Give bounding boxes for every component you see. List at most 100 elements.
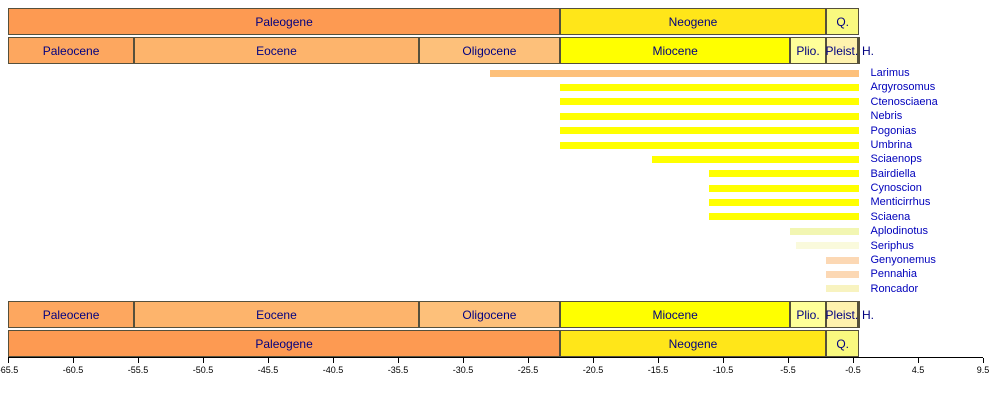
axis-tick-label: -0.5 [845,365,861,375]
axis-tick [8,358,9,363]
taxon-label: Umbrina [870,138,913,151]
axis-tick-label: -50.5 [192,365,214,375]
epoch-band-label: Plio. [796,307,820,322]
taxon-row-seriphus: Seriphus [0,239,1000,253]
epoch-band-miocene: Miocene [560,301,791,328]
axis-tick-label: -55.5 [127,365,149,375]
axis-tick-label: -20.5 [582,365,604,375]
period-band-label: Q. [836,14,849,29]
taxon-row-argyrosomus: Argyrosomus [0,80,1000,94]
epoch-band-label: Oligocene [462,307,517,322]
range-bar-aplodinotus [790,227,860,235]
epoch-band-label: Pleist. [825,43,859,58]
range-bar-argyrosomus [560,84,860,92]
axis-tick [203,358,204,363]
epoch-band-label: H. [861,307,874,322]
epoch-row-top: Paleocene Eocene Oligocene Miocene Plio. Plei… [0,37,1000,64]
taxon-label: Bairdiella [870,167,916,180]
range-bar-ctenosciaena [560,98,860,106]
range-bar-genyonemus [825,256,860,264]
taxon-row-genyonemus: Genyonemus [0,253,1000,267]
axis-tick [398,358,399,363]
axis-tick-label: -25.5 [517,365,539,375]
axis-tick-label: 4.5 [911,365,925,375]
epoch-band-label: Eocene [256,43,297,58]
period-band-q: Q. [825,8,860,35]
taxon-label: Cynoscion [870,182,922,194]
taxon-label: Larimus [870,67,910,79]
period-row-bottom: Paleogene Neogene Q. [0,330,1000,357]
period-row-top: Paleogene Neogene Q. [0,8,1000,35]
axis-tick [853,358,854,363]
taxon-row-nebris: Nebris [0,109,1000,123]
taxa-range-area: Larimus Argyrosomus Ctenosciaena Nebris Pogo… [0,66,1000,296]
taxon-row-ctenosciaena: Ctenosciaena [0,95,1000,109]
taxon-row-bairdiella: Bairdiella [0,167,1000,181]
axis-tick-label: -35.5 [387,365,409,375]
epoch-band-label: Eocene [256,307,297,322]
axis-tick-label: -30.5 [452,365,474,375]
period-band-label: Paleogene [255,336,313,351]
time-axis: -65.5 -60.5 -55.5 -50.5 -45.5 -40.5 -35.5 -30.5… [0,357,1000,403]
range-bar-menticirrhus [708,199,860,207]
epoch-band-label: Plio. [796,43,820,58]
range-bar-umbrina [560,141,860,149]
period-band-q: Q. [825,330,860,357]
epoch-band-eocene: Eocene [134,301,419,328]
taxon-label: Sciaenops [870,153,922,166]
taxon-label: Ctenosciaena [870,95,938,108]
taxon-row-cynoscion: Cynoscion [0,181,1000,195]
taxon-label: Roncador [870,282,919,295]
epoch-row-bottom: Paleocene Eocene Oligocene Miocene Plio. Plei… [0,301,1000,328]
axis-tick [528,358,529,363]
epoch-band-h: H. [857,37,874,64]
taxon-row-sciaena: Sciaena [0,210,1000,224]
epoch-band-label: H. [861,43,874,58]
range-bar-seriphus [795,242,860,250]
axis-tick-label: -15.5 [647,365,669,375]
axis-tick-label: -45.5 [257,365,279,375]
taxon-row-aplodinotus: Aplodinotus [0,224,1000,238]
period-band-neogene: Neogene [560,8,826,35]
taxon-row-larimus: Larimus [0,66,1000,80]
axis-tick-label: -5.5 [780,365,796,375]
epoch-band-label: Miocene [652,307,698,322]
taxon-row-pennahia: Pennahia [0,267,1000,281]
axis-tick-label: -60.5 [62,365,84,375]
taxon-row-pogonias: Pogonias [0,124,1000,138]
range-bar-sciaenops [651,155,860,163]
taxon-label: Sciaena [870,210,911,223]
taxon-row-menticirrhus: Menticirrhus [0,195,1000,209]
taxon-row-sciaenops: Sciaenops [0,152,1000,166]
period-band-label: Neogene [668,336,718,351]
axis-tick [983,358,984,363]
epoch-band-plio: Plio. [790,301,826,328]
epoch-band-plio: Plio. [790,37,826,64]
range-bar-sciaena [708,213,860,221]
taxon-row-umbrina: Umbrina [0,138,1000,152]
range-bar-pogonias [560,127,860,135]
taxon-row-roncador: Roncador [0,282,1000,296]
epoch-band-oligocene: Oligocene [418,301,561,328]
taxon-label: Aplodinotus [870,225,929,238]
epoch-band-label: Oligocene [462,43,517,58]
axis-tick [268,358,269,363]
range-bar-roncador [825,285,860,293]
taxon-label: Nebris [870,110,903,123]
period-band-neogene: Neogene [560,330,826,357]
epoch-band-label: Paleocene [42,43,100,58]
taxon-label: Pennahia [870,268,918,281]
range-bar-larimus [490,69,860,77]
epoch-band-eocene: Eocene [134,37,419,64]
epoch-band-label: Pleist. [825,307,859,322]
axis-tick [788,358,789,363]
axis-tick-label: 9.5 [976,365,990,375]
taxon-label: Menticirrhus [870,196,931,209]
axis-tick-label: -10.5 [712,365,734,375]
taxon-label: Pogonias [870,124,917,137]
axis-tick [593,358,594,363]
taxon-label: Seriphus [870,239,914,252]
axis-tick-label: -65.5 [0,365,19,375]
axis-baseline [8,357,983,358]
